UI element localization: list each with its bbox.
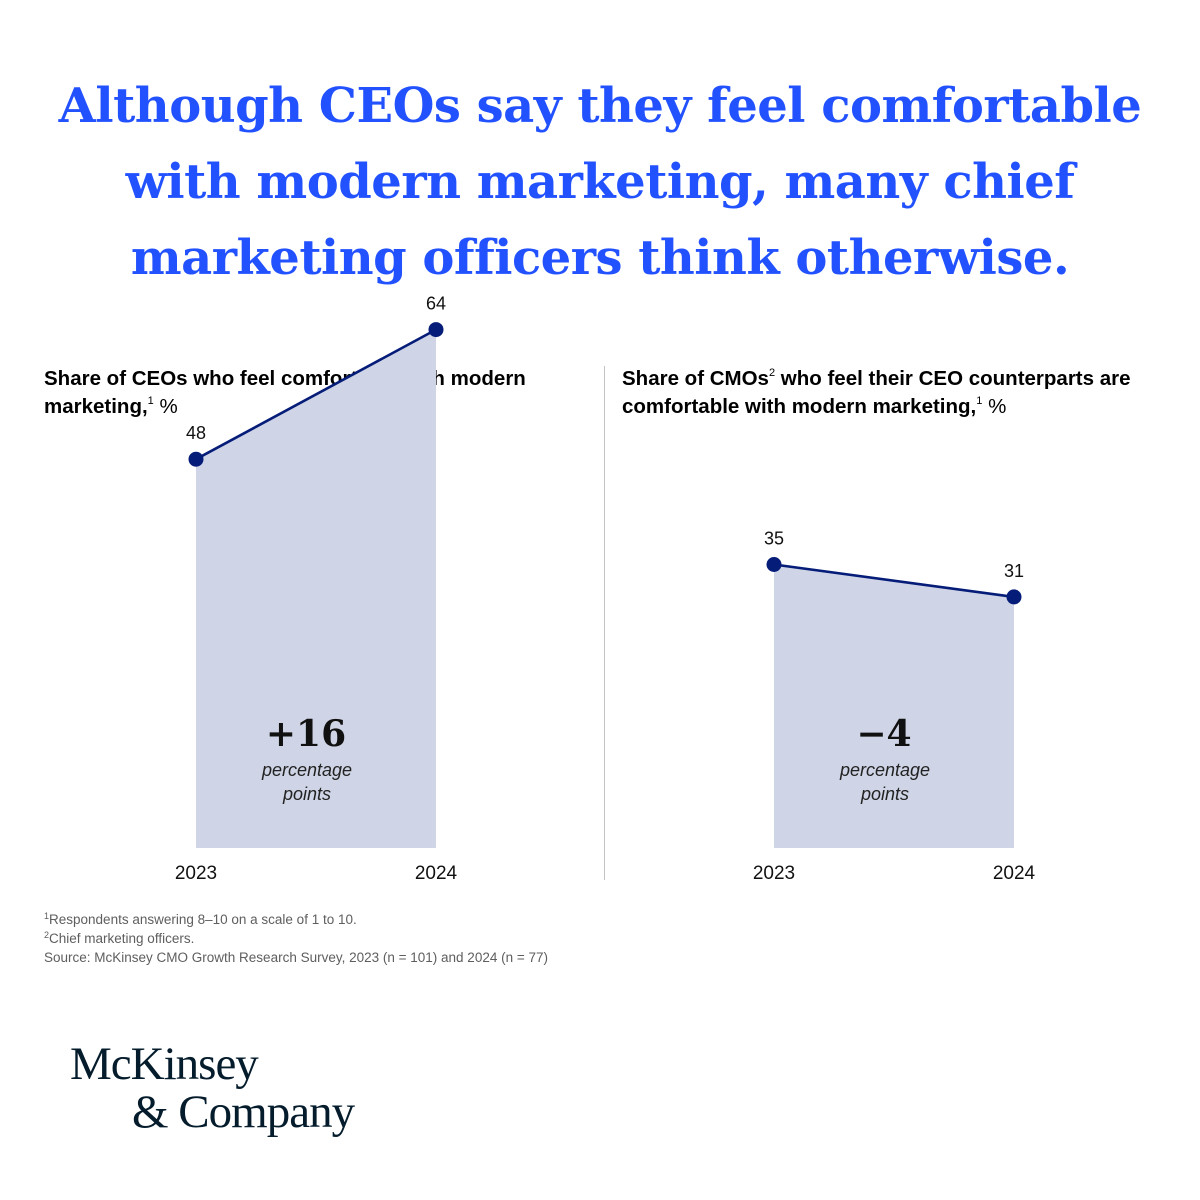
chart-divider <box>604 366 605 880</box>
footnote-ref-1: 1 <box>976 395 983 407</box>
change-label-cmos-line-2: points <box>860 784 909 804</box>
area-fill-cmos <box>774 564 1014 848</box>
x-tick-label-ceos-2023: 2023 <box>175 863 217 884</box>
footnote-ref-1: 1 <box>147 395 154 407</box>
data-point-ceos-2024 <box>428 322 444 338</box>
headline-line-1: Although CEOs say they feel comfortable <box>58 78 1142 134</box>
footnote-2-text: Chief marketing officers. <box>49 931 195 946</box>
unit-label: % <box>159 395 178 418</box>
footnotes: 1Respondents answering 8–10 on a scale o… <box>44 910 548 967</box>
data-point-ceos-2023 <box>188 451 204 467</box>
logo-line-2: & Company <box>132 1086 355 1138</box>
change-label-cmos-line-1: percentage <box>839 760 930 780</box>
data-point-cmos-2023 <box>766 557 782 572</box>
logo-line-1: McKinsey <box>70 1038 259 1090</box>
data-label-cmos-2023: 35 <box>764 529 784 549</box>
area-fill-ceos <box>196 329 436 849</box>
source-note: Source: McKinsey CMO Growth Research Sur… <box>44 948 548 967</box>
footnote-2: 2Chief marketing officers. <box>44 929 548 948</box>
footnote-1: 1Respondents answering 8–10 on a scale o… <box>44 910 548 929</box>
headline-line-2: with modern marketing, many chief <box>125 154 1075 210</box>
unit-label: % <box>988 395 1007 418</box>
x-tick-label-cmos-2023: 2023 <box>753 863 795 884</box>
change-value-ceos: +16 <box>266 713 346 755</box>
footnote-ref-2: 2 <box>768 367 776 379</box>
chart-title-cmos-text: who feel their CEO counterparts are comf… <box>622 367 1131 418</box>
footnote-1-text: Respondents answering 8–10 on a scale of… <box>49 912 357 927</box>
change-value-cmos: −4 <box>856 713 911 755</box>
footnote-1-marker: 1 <box>44 911 50 921</box>
data-label-ceos-2023: 48 <box>186 423 206 443</box>
data-label-ceos-2024: 64 <box>426 294 446 314</box>
change-label-ceos-line-1: percentage <box>261 760 352 780</box>
headline-line-3: marketing officers think otherwise. <box>130 230 1070 286</box>
series-line-ceos <box>195 328 437 461</box>
chart-title-cmos: Share of CMOs2 who feel their CEO counte… <box>622 365 1182 421</box>
headline: Although CEOs say they feel comfortable … <box>0 68 1200 296</box>
x-tick-label-ceos-2024: 2024 <box>415 863 458 884</box>
chart-title-cmos-prefix: Share of CMOs <box>622 367 769 390</box>
source-note-text: Source: McKinsey CMO Growth Research Sur… <box>44 950 548 965</box>
series-line-cmos <box>773 563 1015 599</box>
change-label-ceos-line-2: points <box>282 784 331 804</box>
data-point-cmos-2024 <box>1006 589 1022 605</box>
data-label-cmos-2024: 31 <box>1004 561 1024 581</box>
x-tick-label-cmos-2024: 2024 <box>993 863 1036 884</box>
mckinsey-logo: McKinsey & Company <box>70 1038 355 1138</box>
footnote-2-marker: 2 <box>44 930 50 940</box>
